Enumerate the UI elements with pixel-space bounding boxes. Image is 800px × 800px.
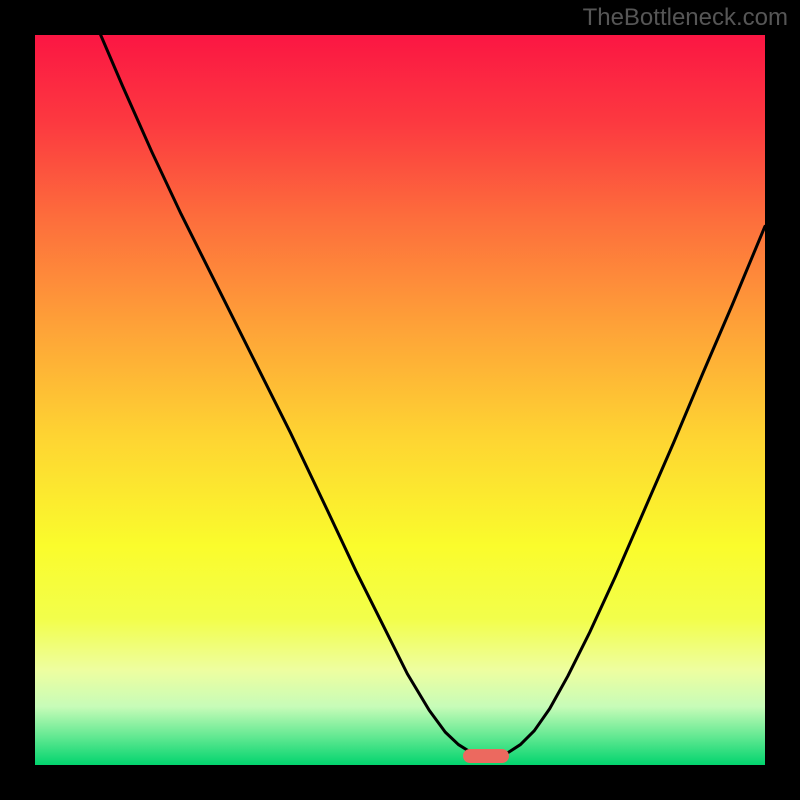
optimal-marker	[463, 749, 509, 763]
chart-container: TheBottleneck.com	[0, 0, 800, 800]
watermark-text: TheBottleneck.com	[583, 4, 788, 32]
bottleneck-curve	[35, 35, 765, 765]
plot-area	[35, 35, 765, 765]
